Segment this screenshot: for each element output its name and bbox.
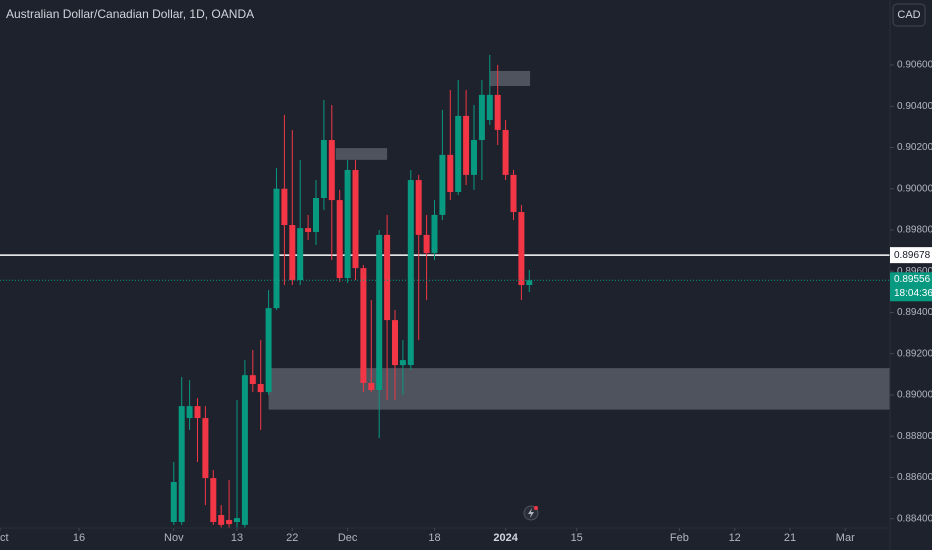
x-tick-label: 22: [286, 532, 298, 544]
x-tick-label: Oct: [0, 532, 9, 544]
y-tick-label: 0.89800: [897, 225, 932, 236]
candle-body: [376, 234, 383, 391]
candle-body: [518, 212, 525, 286]
candle-body: [526, 280, 533, 286]
candle-body: [305, 228, 312, 233]
candle-body: [502, 129, 509, 175]
y-tick-label: 0.89600: [897, 266, 932, 277]
candle-body: [210, 478, 217, 523]
candle-body: [407, 180, 414, 366]
y-tick-label: 0.88400: [897, 513, 932, 524]
candle-body: [233, 518, 240, 523]
currency-button[interactable]: [892, 3, 926, 27]
zone: [489, 70, 531, 87]
x-tick-label: 2024: [493, 532, 518, 544]
currency-label[interactable]: CAD: [897, 9, 920, 21]
candle-body: [344, 169, 351, 279]
candle-body: [478, 94, 485, 141]
candle-body: [431, 214, 438, 254]
y-tick-label: 0.89200: [897, 348, 932, 359]
candle-body: [170, 482, 177, 523]
candle-body: [439, 154, 446, 215]
candle-body: [312, 198, 319, 233]
x-tick-label: Mar: [836, 532, 855, 544]
y-tick-label: 0.89400: [897, 307, 932, 318]
candle-body: [415, 180, 422, 235]
y-tick-label: 0.88800: [897, 431, 932, 442]
candle-body: [320, 140, 327, 198]
candle-body: [297, 228, 304, 281]
candle-body: [510, 174, 517, 213]
candle-body: [470, 140, 477, 175]
candle-body: [194, 406, 201, 419]
y-tick-label: 0.90400: [897, 101, 932, 112]
candle-body: [265, 308, 272, 393]
countdown-label: 18:04:36: [894, 288, 932, 299]
candle-body: [178, 406, 185, 523]
candle-body: [202, 418, 209, 479]
candle-body: [352, 169, 359, 269]
candle-body: [281, 188, 288, 226]
y-tick-label: 0.90000: [897, 183, 932, 194]
candle-body: [328, 140, 335, 201]
candle-body: [463, 115, 470, 175]
candle-body: [273, 188, 280, 309]
candle-body: [257, 384, 264, 393]
x-tick-label: 21: [784, 532, 796, 544]
candle-body: [368, 383, 375, 391]
last-price-label: 0.89556: [894, 274, 931, 285]
candle-body: [360, 268, 367, 384]
x-tick-label: Nov: [164, 532, 184, 544]
candle-body: [399, 360, 406, 366]
plot-area: [0, 54, 890, 528]
candle-body: [186, 406, 193, 419]
candle-body: [391, 320, 398, 366]
x-tick-label: 16: [73, 532, 85, 544]
candle-body: [289, 225, 296, 281]
chart-title: Australian Dollar/Canadian Dollar, 1D, O…: [6, 7, 254, 21]
x-tick-label: 18: [428, 532, 440, 544]
candle-body: [218, 515, 225, 525]
hline-label: 0.89678: [894, 250, 931, 261]
x-tick-label: 15: [571, 532, 583, 544]
x-tick-label: Feb: [670, 532, 689, 544]
y-tick-label: 0.90600: [897, 60, 932, 71]
candle-body: [384, 234, 391, 321]
y-tick-label: 0.89000: [897, 390, 932, 401]
y-tick-label: 0.88600: [897, 472, 932, 483]
candle-body: [447, 154, 454, 193]
x-tick-label: 12: [729, 532, 741, 544]
candle-body: [455, 115, 462, 193]
y-tick-label: 0.90200: [897, 142, 932, 153]
last-price-box: [890, 272, 932, 302]
zone: [335, 148, 388, 160]
candle-body: [241, 375, 248, 525]
candle-body: [336, 200, 343, 279]
event-icon[interactable]: [523, 505, 539, 521]
hline-label-box: [890, 247, 932, 264]
candle-body: [486, 94, 493, 121]
candle-body: [226, 519, 233, 525]
x-tick-label: Dec: [338, 532, 358, 544]
candle-body: [423, 234, 430, 254]
x-tick-label: 13: [231, 532, 243, 544]
candle-body: [494, 94, 501, 130]
candle-body: [249, 375, 256, 385]
